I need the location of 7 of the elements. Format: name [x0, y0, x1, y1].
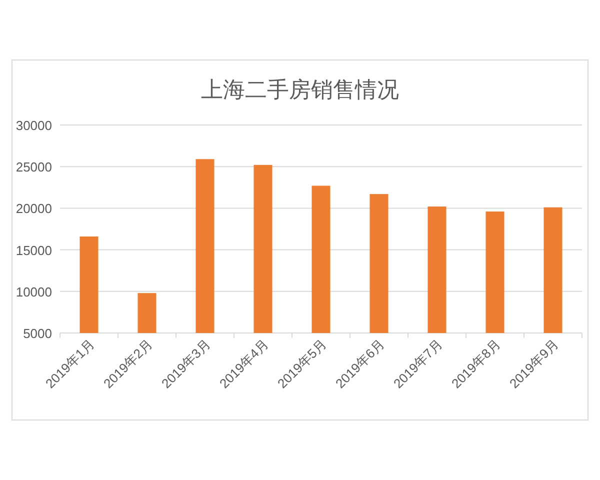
y-tick-label: 25000 [16, 160, 52, 175]
y-tick-label: 30000 [16, 118, 52, 133]
y-tick-label: 10000 [16, 284, 52, 300]
y-tick-label: 20000 [16, 201, 52, 216]
chart-title: 上海二手房销售情况 [201, 77, 399, 102]
y-tick-label: 5000 [23, 326, 52, 341]
y-tick-label: 15000 [16, 242, 52, 258]
